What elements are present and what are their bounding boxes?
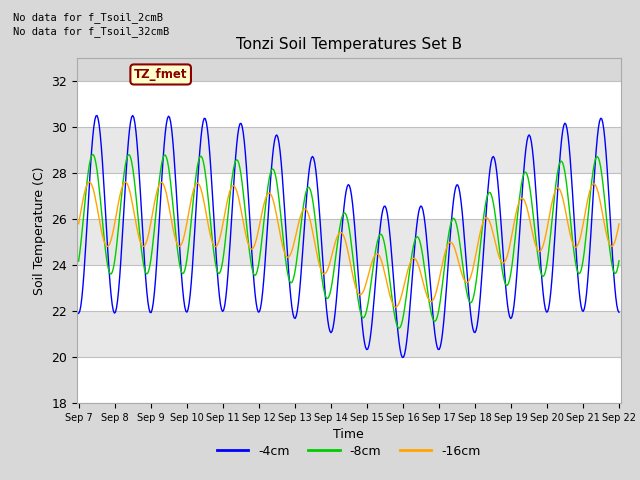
-4cm	[333, 298, 340, 303]
Bar	[77, 219, 621, 265]
-8cm	[399, 318, 406, 324]
Y-axis label: Soil Temperature (C): Soil Temperature (C)	[33, 166, 45, 295]
Line: -16cm: -16cm	[79, 182, 619, 307]
Bar	[77, 357, 621, 403]
Line: -8cm: -8cm	[79, 155, 619, 328]
Bar	[77, 127, 621, 173]
Text: TZ_fmet: TZ_fmet	[134, 68, 188, 81]
-16cm	[336, 230, 344, 236]
-8cm	[520, 171, 527, 177]
Line: -4cm: -4cm	[79, 116, 619, 358]
-4cm	[604, 181, 612, 187]
-16cm	[520, 196, 527, 202]
-16cm	[392, 304, 400, 310]
-4cm	[615, 309, 623, 315]
-4cm	[129, 113, 136, 119]
-16cm	[615, 221, 623, 227]
Bar	[77, 81, 621, 127]
-8cm	[89, 152, 97, 157]
-8cm	[396, 325, 403, 331]
-16cm	[75, 221, 83, 227]
Text: No data for f_Tsoil_2cmB: No data for f_Tsoil_2cmB	[13, 12, 163, 23]
-8cm	[75, 258, 83, 264]
-16cm	[368, 259, 376, 264]
-4cm	[75, 311, 83, 316]
Bar	[77, 173, 621, 219]
-8cm	[604, 232, 612, 238]
Text: No data for f_Tsoil_32cmB: No data for f_Tsoil_32cmB	[13, 26, 169, 37]
-16cm	[86, 179, 93, 185]
-8cm	[368, 272, 376, 278]
X-axis label: Time: Time	[333, 429, 364, 442]
-8cm	[615, 258, 623, 264]
-4cm	[399, 355, 406, 360]
-4cm	[368, 319, 376, 325]
Title: Tonzi Soil Temperatures Set B: Tonzi Soil Temperatures Set B	[236, 37, 462, 52]
-4cm	[520, 169, 527, 175]
-16cm	[399, 289, 406, 295]
-16cm	[604, 238, 612, 243]
-8cm	[336, 226, 344, 231]
Bar	[77, 265, 621, 311]
Legend: -4cm, -8cm, -16cm: -4cm, -8cm, -16cm	[212, 440, 486, 463]
-8cm	[333, 249, 340, 254]
Bar	[77, 311, 621, 357]
-4cm	[397, 352, 405, 358]
-4cm	[336, 257, 344, 263]
-16cm	[333, 236, 340, 242]
